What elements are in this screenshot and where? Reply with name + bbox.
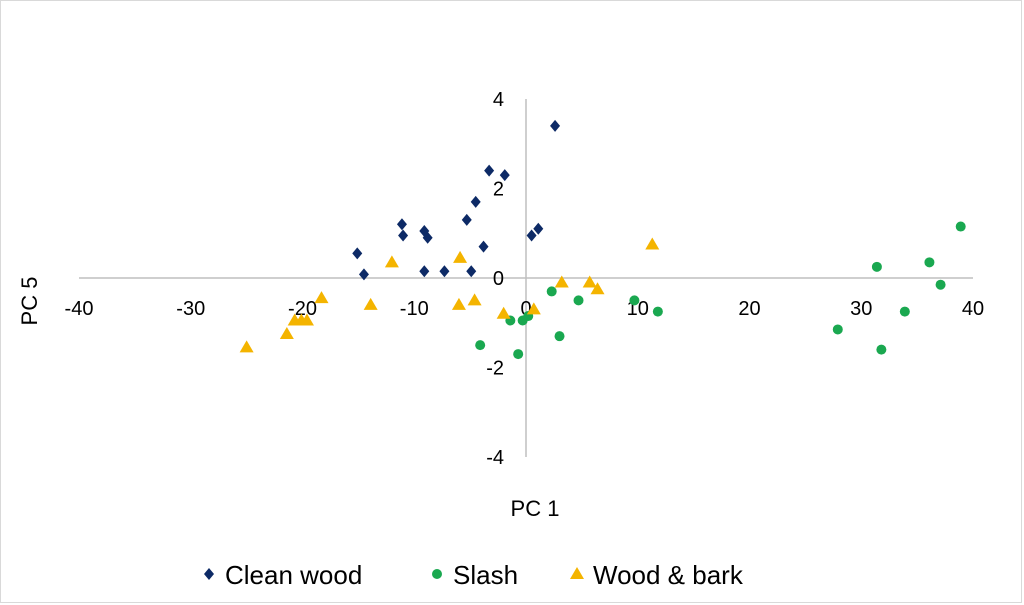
data-point [499, 169, 510, 182]
series-group [475, 221, 966, 360]
data-point [478, 240, 489, 253]
legend-label: Wood & bark [593, 560, 744, 590]
data-point [466, 265, 477, 278]
legend: Clean wood Slash Wood & bark [204, 560, 744, 590]
data-point [832, 324, 843, 335]
data-point [475, 340, 486, 351]
data-point [358, 268, 369, 281]
data-point [652, 306, 663, 317]
x-tick-label: 0 [520, 298, 531, 320]
x-tick-label: -40 [65, 298, 94, 320]
legend-marker [432, 569, 442, 579]
data-point [439, 265, 450, 278]
data-point [935, 279, 946, 290]
data-point [550, 119, 561, 132]
legend-marker [570, 567, 584, 579]
series-group [239, 237, 660, 353]
x-tick-label: -10 [400, 298, 429, 320]
data-point [629, 295, 640, 306]
data-point [554, 331, 565, 342]
data-point [924, 257, 935, 268]
data-point [422, 231, 433, 244]
y-tick-labels: 4 2 0 -2 -4 [486, 89, 504, 469]
data-point [239, 340, 254, 353]
data-points [239, 119, 966, 360]
x-axis-title: PC 1 [511, 496, 560, 521]
x-tick-label: 30 [850, 298, 872, 320]
data-point [526, 302, 541, 315]
data-point [398, 229, 409, 242]
x-tick-label: -20 [288, 298, 317, 320]
data-point [314, 291, 329, 304]
data-point [467, 293, 482, 306]
y-tick-label: -4 [486, 447, 504, 469]
y-tick-label: 0 [493, 268, 504, 290]
data-point [645, 237, 660, 250]
y-axis-title: PC 5 [17, 277, 42, 326]
data-point [590, 282, 605, 295]
x-tick-label: 40 [962, 298, 984, 320]
y-tick-label: 4 [493, 89, 504, 111]
data-point [484, 164, 495, 177]
data-point [526, 229, 537, 242]
data-point [363, 297, 378, 310]
data-point [279, 326, 294, 339]
data-point [513, 349, 524, 360]
x-tick-labels: -40 -30 -20 -10 0 10 20 30 40 [65, 298, 985, 320]
data-point [384, 255, 399, 268]
data-point [955, 221, 966, 232]
data-point [554, 275, 569, 288]
x-tick-label: -30 [176, 298, 205, 320]
axes [79, 99, 973, 457]
data-point [461, 213, 472, 226]
data-point [451, 297, 466, 310]
legend-label: Slash [453, 560, 518, 590]
data-point [546, 286, 557, 297]
data-point [299, 313, 314, 326]
data-point [899, 306, 910, 317]
data-point [396, 218, 407, 231]
data-point [876, 344, 887, 355]
data-point [453, 250, 468, 263]
data-point [871, 261, 882, 272]
series-group [352, 119, 561, 281]
data-point [496, 306, 511, 319]
data-point [470, 195, 481, 208]
data-point [287, 313, 302, 326]
data-point [582, 275, 597, 288]
data-point [517, 315, 528, 326]
data-point [533, 222, 544, 235]
x-tick-label: 20 [738, 298, 760, 320]
legend-label: Clean wood [225, 560, 362, 590]
data-point [573, 295, 584, 306]
legend-marker [204, 568, 214, 580]
y-tick-label: 2 [493, 179, 504, 201]
data-point [352, 247, 363, 260]
data-point [419, 265, 430, 278]
y-tick-label: -2 [486, 358, 504, 380]
